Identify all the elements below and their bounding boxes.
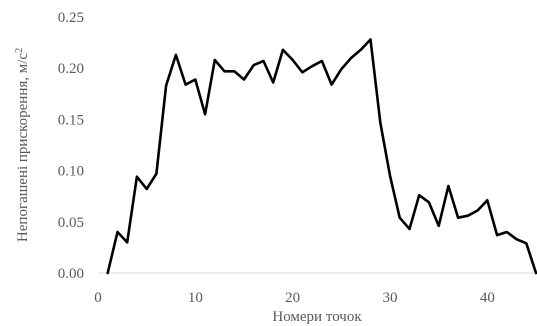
y-tick-label: 0.10 (58, 164, 84, 180)
y-tick-label: 0.15 (58, 112, 84, 128)
y-tick-label: 0.20 (58, 61, 84, 77)
x-tick-label: 20 (285, 290, 300, 306)
x-tick-label: 10 (188, 290, 203, 306)
y-axis-title: Непогашені прискорення, м/с2 (14, 48, 31, 242)
x-tick-label: 40 (480, 290, 495, 306)
x-tick-label: 0 (94, 290, 102, 306)
y-tick-label: 0.00 (58, 266, 84, 282)
x-axis-ticks: 0 10 20 30 40 (94, 290, 495, 306)
x-axis-title: Номери точок (272, 309, 362, 325)
y-axis-ticks: 0.00 0.05 0.10 0.15 0.20 0.25 (58, 10, 84, 282)
y-axis-title-superscript: 2 (14, 48, 25, 53)
y-tick-label: 0.05 (58, 215, 84, 231)
y-tick-label: 0.25 (58, 10, 84, 26)
series-line (106, 38, 537, 275)
y-axis-title-text: Непогашені прискорення, м/с (15, 53, 31, 242)
x-tick-label: 30 (383, 290, 398, 306)
